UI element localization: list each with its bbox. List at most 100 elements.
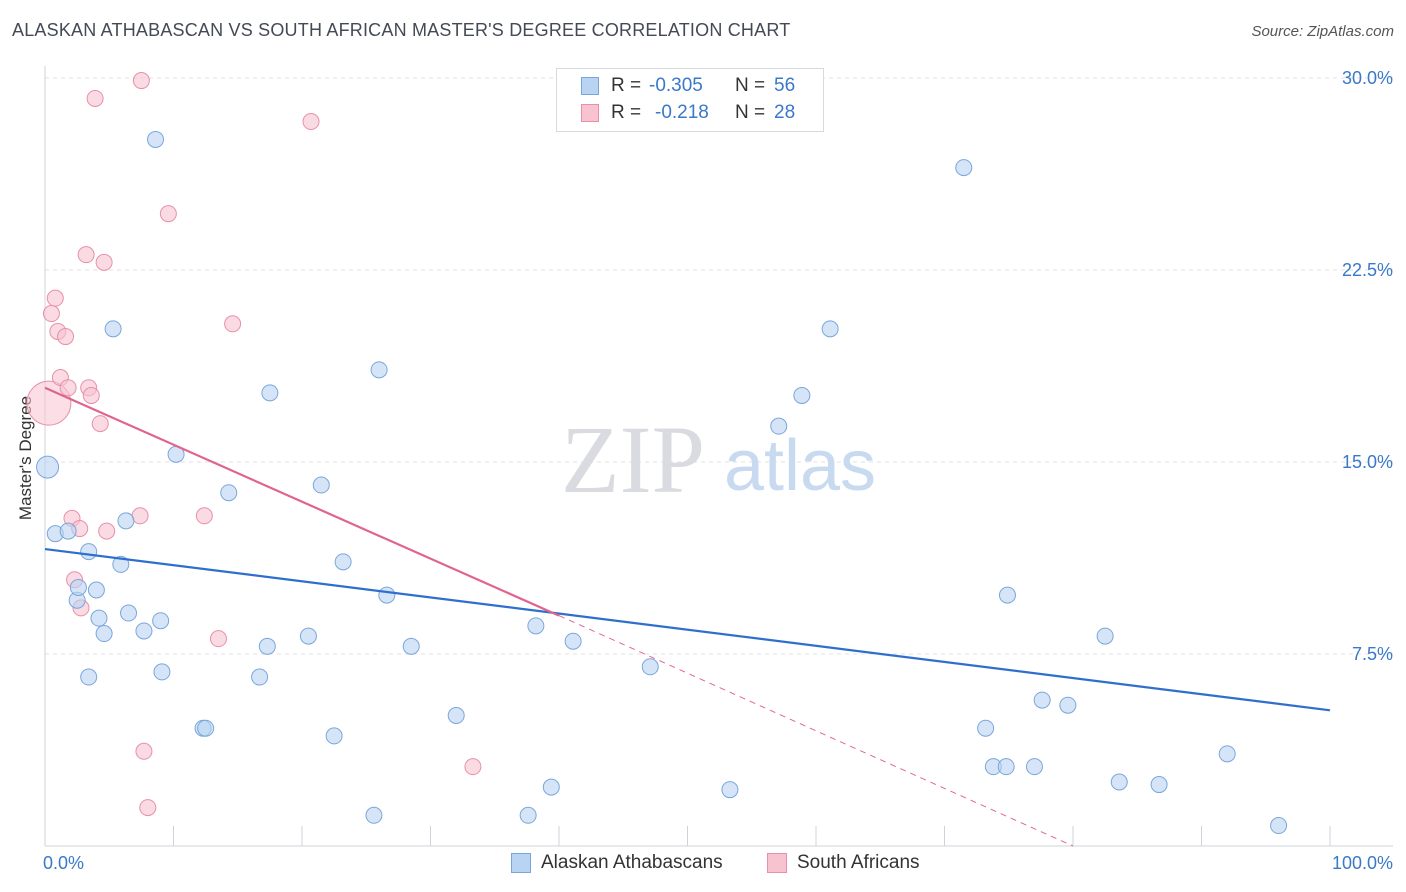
alaskan-athabascans-point xyxy=(519,806,537,824)
south-africans-point xyxy=(59,379,77,397)
alaskan-athabascans-point xyxy=(1033,691,1051,709)
alaskan-athabascans-point xyxy=(147,130,165,148)
pink-swatch xyxy=(581,104,599,122)
alaskan-athabascans-point xyxy=(220,484,238,502)
alaskan-athabascans-point xyxy=(59,522,77,540)
source-credit: Source: ZipAtlas.com xyxy=(1251,23,1394,40)
watermark: ZIP atlas xyxy=(561,406,876,513)
south-africans-trend-extension xyxy=(558,615,1074,847)
south-africans-trend-line xyxy=(44,386,560,617)
blue-swatch xyxy=(581,77,599,95)
south-africans-point xyxy=(46,289,64,307)
alaskan-athabascans-point xyxy=(69,578,87,596)
alaskan-athabascans-point xyxy=(998,586,1016,604)
alaskan-athabascans-point xyxy=(564,632,582,650)
axes xyxy=(44,66,1393,847)
n-label: N = xyxy=(735,102,766,123)
blue-swatch xyxy=(511,853,531,873)
south-africans-point xyxy=(464,758,482,776)
alaskan-athabascans-point xyxy=(1110,773,1128,791)
gridlines xyxy=(45,77,1393,655)
south-africans-point xyxy=(209,630,227,648)
alaskan-athabascans-point xyxy=(117,512,135,530)
alaskan-athabascans-point xyxy=(1218,745,1236,763)
alaskan-athabascans-point xyxy=(80,543,98,561)
south-africans-point xyxy=(82,386,100,404)
n-label: N = xyxy=(735,75,766,96)
alaskan-athabascans-point xyxy=(1025,758,1043,776)
south-africans-point xyxy=(98,522,116,540)
alaskan-athabascans-point xyxy=(197,719,215,737)
alaskan-athabascans-point xyxy=(997,758,1015,776)
n-value: 56 xyxy=(774,75,796,96)
alaskan-athabascans-point xyxy=(402,637,420,655)
south-africans-point xyxy=(91,415,109,433)
alaskan-athabascans-point xyxy=(641,658,659,676)
alaskan-athabascans-point xyxy=(80,668,98,686)
y-tick-label: 30.0% xyxy=(1342,68,1393,88)
alaskan-athabascans-point xyxy=(325,727,343,745)
south-africans-point xyxy=(77,246,95,264)
south-africans-point xyxy=(132,72,150,90)
pink-swatch xyxy=(767,853,787,873)
alaskan-athabascans-point xyxy=(90,609,108,627)
y-tick-label: 22.5% xyxy=(1342,260,1393,280)
alaskan-athabascans-point xyxy=(542,778,560,796)
alaskan-athabascans-point xyxy=(821,320,839,338)
alaskan-athabascans-point xyxy=(447,706,465,724)
legend-label: South Africans xyxy=(797,852,920,873)
alaskan-athabascans-point xyxy=(251,668,269,686)
alaskan-athabascans-point xyxy=(87,581,105,599)
alaskan-athabascans-point xyxy=(152,612,170,630)
alaskan-athabascans-point xyxy=(104,320,122,338)
south-africans-point xyxy=(26,380,72,426)
alaskan-athabascans-point xyxy=(135,622,153,640)
x-tick-label: 100.0% xyxy=(1332,853,1393,873)
tick-labels: 7.5% 15.0% 22.5% 30.0% 0.0% 100.0% xyxy=(43,68,1393,873)
alaskan-athabascans-point xyxy=(120,604,138,622)
r-value: -0.305 xyxy=(649,75,703,96)
alaskan-athabascans-point xyxy=(365,806,383,824)
y-tick-label: 7.5% xyxy=(1352,644,1393,664)
alaskan-athabascans-point xyxy=(955,159,973,177)
legend-label: Alaskan Athabascans xyxy=(541,852,723,873)
south-africans-point xyxy=(131,507,149,525)
south-africans-point xyxy=(139,799,157,817)
alaskan-athabascans-point xyxy=(370,361,388,379)
south-africans-point xyxy=(159,205,177,223)
x-tick-label: 0.0% xyxy=(43,853,84,873)
alaskan-athabascans-point xyxy=(1270,817,1288,835)
n-value: 28 xyxy=(774,102,796,123)
alaskan-athabascans-point xyxy=(977,719,995,737)
alaskan-athabascans-point xyxy=(378,586,396,604)
y-tick-label: 15.0% xyxy=(1342,452,1393,472)
alaskan-athabascans-point xyxy=(1150,776,1168,794)
south-africans-point xyxy=(57,328,75,346)
stats-legend: R = -0.305 N = 56 R = -0.218 N = 28 xyxy=(556,68,824,132)
alaskan-athabascans-point xyxy=(1096,627,1114,645)
alaskan-athabascans-point xyxy=(112,555,130,573)
south-africans-point xyxy=(224,315,242,333)
chart-title: ALASKAN ATHABASCAN VS SOUTH AFRICAN MAST… xyxy=(12,20,791,40)
alaskan-athabascans-point xyxy=(721,781,739,799)
watermark-atlas: atlas xyxy=(724,426,876,506)
south-africans-point xyxy=(95,253,113,271)
r-label: R = xyxy=(611,102,642,123)
south-africans-point xyxy=(42,305,60,323)
south-africans-point xyxy=(302,113,320,131)
south-africans-point xyxy=(86,89,104,107)
alaskan-athabascans-point xyxy=(793,386,811,404)
alaskan-athabascans-point xyxy=(153,663,171,681)
alaskan-athabascans-point xyxy=(527,617,545,635)
alaskan-athabascans-point xyxy=(36,455,60,479)
alaskan-athabascans-point xyxy=(299,627,317,645)
alaskan-athabascans-point xyxy=(95,625,113,643)
alaskan-athabascans-point xyxy=(1059,696,1077,714)
alaskan-athabascans-point xyxy=(312,476,330,494)
r-value: -0.218 xyxy=(655,102,709,123)
alaskan-athabascans-point xyxy=(261,384,279,402)
trend-lines xyxy=(44,386,1331,847)
alaskan-athabascans-trend-line xyxy=(44,547,1331,712)
